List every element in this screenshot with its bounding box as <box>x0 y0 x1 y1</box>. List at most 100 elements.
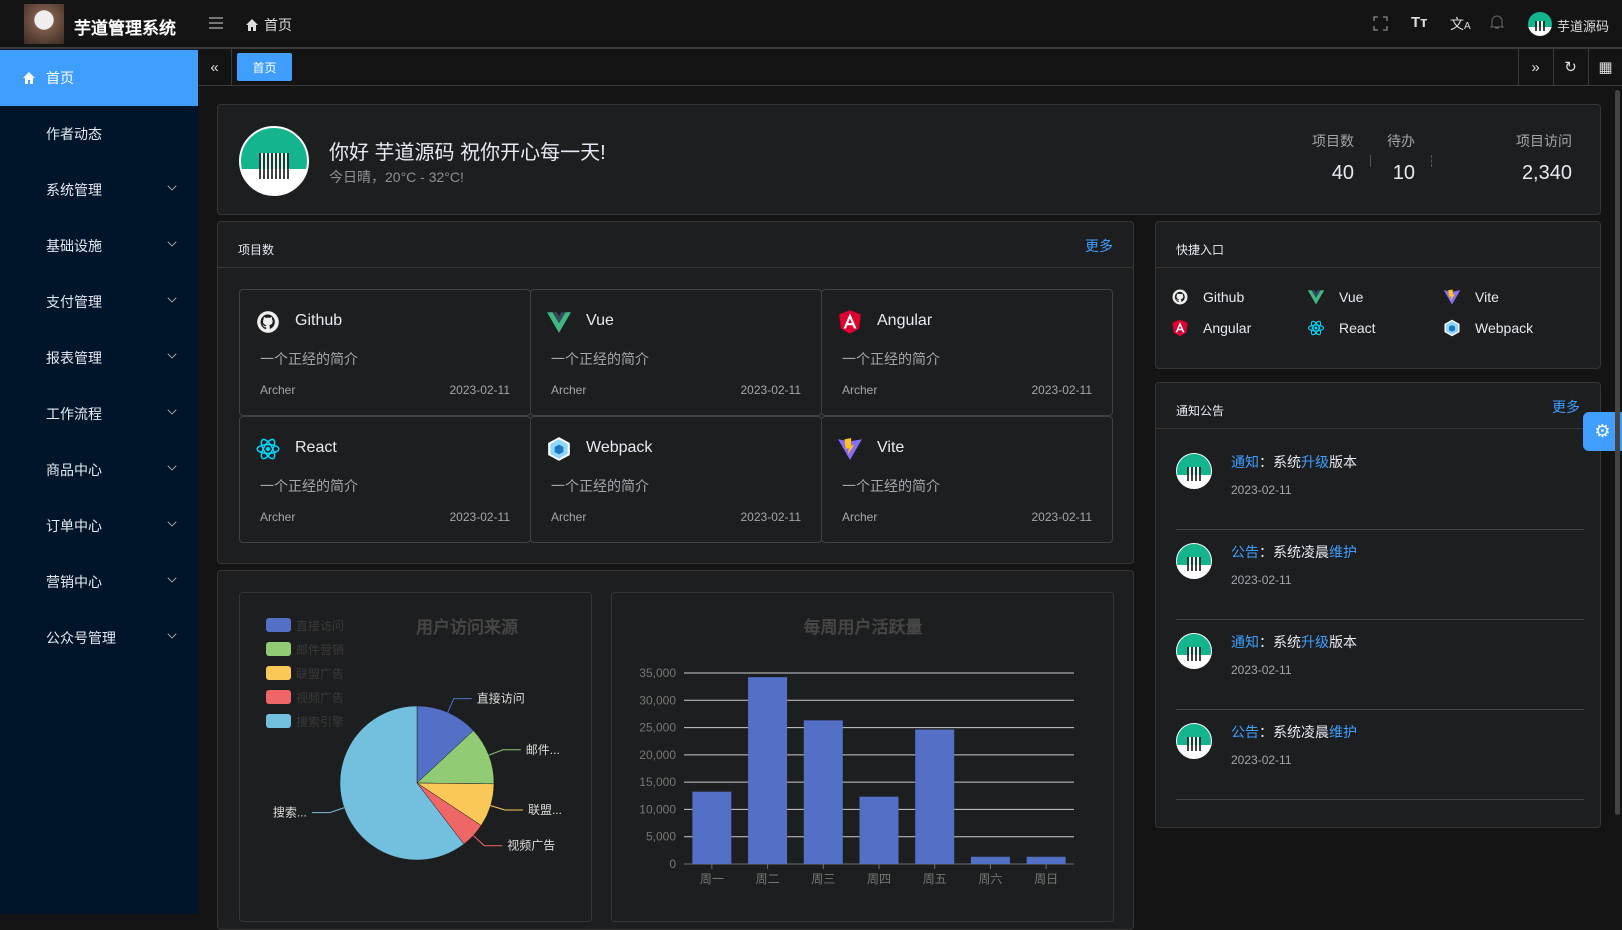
project-card[interactable]: Vue 一个正经的简介 Archer 2023-02-11 <box>530 289 822 416</box>
more-link[interactable]: 更多 <box>1552 399 1580 415</box>
legend-label: 搜索引擎 <box>296 714 344 729</box>
notice-text: 系统凌晨 <box>1273 724 1329 740</box>
user-avatar[interactable] <box>1528 12 1552 36</box>
chart-title: 每周用户活跃量 <box>804 617 923 637</box>
sidebar-item[interactable]: 营销中心 <box>0 554 198 610</box>
y-tick-label: 10,000 <box>639 802 676 816</box>
bell-icon[interactable] <box>1490 14 1504 31</box>
chevron-down-icon <box>167 181 177 191</box>
shortcut-link[interactable]: Webpack <box>1443 319 1533 337</box>
y-tick-label: 0 <box>669 857 676 871</box>
x-tick-label: 周一 <box>700 872 724 886</box>
notice-sep: ： <box>1259 724 1273 740</box>
scrollbar[interactable] <box>1615 90 1620 815</box>
project-card[interactable]: Webpack 一个正经的简介 Archer 2023-02-11 <box>530 416 822 543</box>
user-name[interactable]: 芋道源码 <box>1557 19 1610 34</box>
font-size-icon[interactable]: Tт <box>1411 14 1428 31</box>
notice-highlight: 升级 <box>1301 634 1329 650</box>
sidebar-item[interactable]: 支付管理 <box>0 274 198 330</box>
sidebar-item[interactable]: 报表管理 <box>0 330 198 386</box>
sidebar-item-label: 报表管理 <box>46 350 102 366</box>
shortcut-link[interactable]: Vite <box>1443 288 1499 306</box>
scroll-left-button[interactable]: « <box>198 49 232 85</box>
card-title: 通知公告 <box>1176 404 1225 418</box>
notice-highlight: 维护 <box>1329 724 1357 740</box>
project-name: Github <box>295 312 343 329</box>
top-header: 芋道管理系统 首页 Tт 文A 芋道源码 <box>0 0 1622 49</box>
shortcut-link[interactable]: React <box>1307 319 1376 337</box>
translate-icon[interactable]: 文A <box>1450 16 1471 32</box>
project-date: 2023-02-11 <box>449 383 511 397</box>
fullscreen-icon[interactable] <box>1373 16 1388 31</box>
notices-card: 通知公告 更多 通知：系统升级版本 2023-02-11 公告：系统凌晨维护 2… <box>1155 382 1601 828</box>
slice-label: 视频广告 <box>507 838 555 853</box>
tab-home[interactable]: 首页 <box>237 53 292 81</box>
welcome-card: 你好 芋道源码 祝你开心每一天! 今日晴，20°C - 32°C! 项目数 40… <box>217 104 1601 215</box>
project-card[interactable]: Vite 一个正经的简介 Archer 2023-02-11 <box>821 416 1113 543</box>
shortcut-link[interactable]: Github <box>1171 288 1244 306</box>
project-author: Archer <box>842 510 878 524</box>
notice-text: 版本 <box>1329 634 1357 650</box>
notice-item[interactable]: 通知：系统升级版本 2023-02-11 <box>1176 440 1584 530</box>
shortcut-link[interactable]: Vue <box>1307 288 1363 306</box>
github-icon <box>1172 289 1188 305</box>
shortcut-link[interactable]: Angular <box>1171 319 1251 337</box>
chevron-down-icon <box>167 405 177 415</box>
sidebar-item[interactable]: 基础设施 <box>0 218 198 274</box>
menu-fold-icon[interactable] <box>209 17 223 29</box>
sidebar-item[interactable]: 作者动态 <box>0 106 198 162</box>
x-tick-label: 周二 <box>756 872 780 886</box>
project-author: Archer <box>260 510 296 524</box>
card-title: 项目数 <box>238 243 275 257</box>
refresh-icon[interactable]: ↻ <box>1553 49 1587 85</box>
sidebar-item[interactable]: 公众号管理 <box>0 610 198 666</box>
avatar <box>1176 543 1212 579</box>
more-link[interactable]: 更多 <box>1085 238 1113 254</box>
scroll-right-button[interactable]: » <box>1518 49 1552 85</box>
notice-type[interactable]: 通知 <box>1231 634 1259 650</box>
project-author: Archer <box>551 510 587 524</box>
home-icon <box>23 72 35 84</box>
sidebar-item[interactable]: 工作流程 <box>0 386 198 442</box>
divider <box>1370 155 1371 167</box>
project-name: React <box>295 439 337 456</box>
breadcrumb[interactable]: 首页 <box>245 15 292 35</box>
notice-item[interactable]: 通知：系统升级版本 2023-02-11 <box>1176 620 1584 710</box>
grid-menu-icon[interactable]: ▦ <box>1588 49 1622 85</box>
sidebar-item[interactable]: 系统管理 <box>0 162 198 218</box>
legend-swatch <box>266 666 291 680</box>
bar <box>859 796 899 864</box>
vite-icon <box>1443 289 1461 305</box>
project-desc: 一个正经的简介 <box>842 478 940 494</box>
project-card[interactable]: Angular 一个正经的简介 Archer 2023-02-11 <box>821 289 1113 416</box>
label-line <box>447 698 472 713</box>
label-line <box>472 835 503 847</box>
stat-value: 2,340 <box>1521 162 1572 184</box>
angular-icon <box>1172 319 1188 337</box>
project-desc: 一个正经的简介 <box>260 478 358 494</box>
notice-date: 2023-02-11 <box>1231 483 1292 497</box>
notice-item[interactable]: 公告：系统凌晨维护 2023-02-11 <box>1176 710 1584 800</box>
sidebar-item-label: 公众号管理 <box>46 630 116 646</box>
legend-label: 视频广告 <box>296 690 344 705</box>
slice-label: 邮件... <box>526 743 560 757</box>
bar <box>748 677 788 864</box>
notice-type[interactable]: 公告 <box>1231 724 1259 740</box>
notice-item[interactable]: 公告：系统凌晨维护 2023-02-11 <box>1176 530 1584 620</box>
project-date: 2023-02-11 <box>740 383 802 397</box>
project-author: Archer <box>551 383 587 397</box>
sidebar-item-label: 订单中心 <box>46 518 102 534</box>
bar <box>803 720 843 864</box>
shortcut-label: React <box>1339 320 1376 336</box>
sidebar-item[interactable]: 订单中心 <box>0 498 198 554</box>
breadcrumb-home[interactable]: 首页 <box>264 17 292 33</box>
notice-date: 2023-02-11 <box>1231 663 1292 677</box>
project-card[interactable]: Github 一个正经的简介 Archer 2023-02-11 <box>239 289 531 416</box>
notice-type[interactable]: 公告 <box>1231 544 1259 560</box>
sidebar-item[interactable]: 首页 <box>0 50 198 106</box>
project-card[interactable]: React 一个正经的简介 Archer 2023-02-11 <box>239 416 531 543</box>
sidebar-item[interactable]: 商品中心 <box>0 442 198 498</box>
notice-type[interactable]: 通知 <box>1231 454 1259 470</box>
react-icon <box>1307 320 1325 336</box>
y-tick-label: 35,000 <box>639 666 676 680</box>
